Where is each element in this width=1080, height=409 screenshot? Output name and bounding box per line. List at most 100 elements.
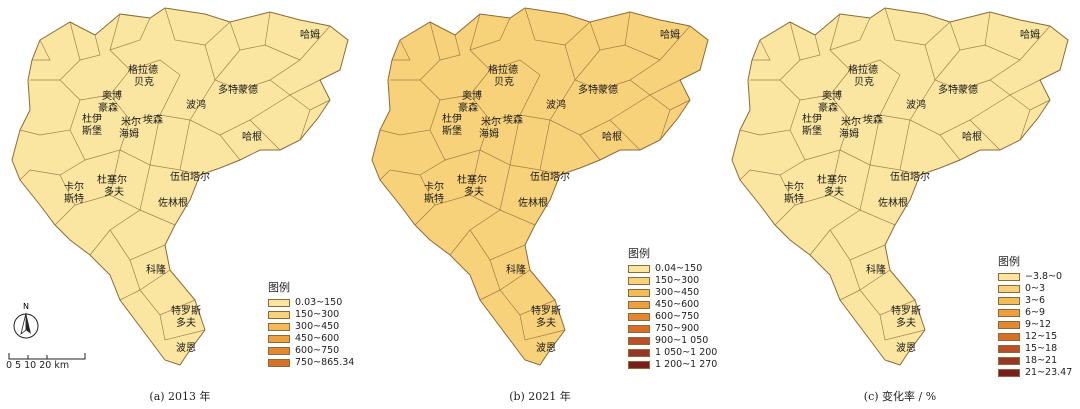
legend-item: 18~21 (998, 355, 1072, 367)
city-label: 贝克 (494, 76, 514, 88)
city-label: 格拉德 (488, 63, 518, 76)
city-label: 米尔 (841, 115, 861, 128)
city-label: 特罗斯 (891, 304, 921, 317)
city-label: 杜塞尔 (817, 173, 847, 186)
legend-item: 15~18 (998, 343, 1072, 355)
city-label: 波鸿 (906, 98, 926, 111)
city-label: 佐林根 (878, 196, 908, 209)
legend-item: 0.04~150 (628, 263, 717, 275)
heatmap-2013: 哈姆 格拉德 贝克 多特蒙德 奥博 豪森 波鸿 埃森 杜伊 斯堡 米尔 海姆 哈… (0, 0, 360, 380)
city-label: 波恩 (896, 341, 916, 354)
city-label: 卡尔 (64, 180, 84, 193)
city-label: 哈根 (962, 130, 982, 143)
legend-item: 1 050~1 200 (628, 347, 717, 359)
city-label: 卡尔 (424, 180, 444, 193)
city-label: 格拉德 (848, 63, 878, 76)
city-label: 海姆 (119, 127, 139, 140)
scale-bar: 0 5 10 20 km (6, 352, 88, 371)
city-label: 伍伯塔尔 (170, 170, 210, 183)
legend-item: 600~750 (268, 345, 354, 357)
north-arrow: N (12, 300, 40, 346)
heatmap-change-rate: 哈姆 格拉德 贝克 多特蒙德 奥博 豪森 波鸿 埃森 杜伊 斯堡 米尔 海姆 哈… (720, 0, 1080, 380)
legend-2021: 图例 0.04~150 150~300 300~450 450~600 600~… (628, 248, 717, 371)
city-label: 特罗斯 (531, 304, 561, 317)
city-label: 贝克 (854, 76, 874, 88)
city-label: 杜塞尔 (457, 173, 487, 186)
city-label: 贝克 (134, 76, 154, 88)
map-panel-2013: 哈姆 格拉德 贝克 多特蒙德 奥博 豪森 波鸿 埃森 杜伊 斯堡 米尔 海姆 哈… (0, 0, 360, 409)
city-label: 奥博 (822, 89, 842, 102)
legend-item: 9~12 (998, 319, 1072, 331)
legend-item: 900~1 050 (628, 335, 717, 347)
city-label: 杜伊 (802, 112, 822, 125)
city-label: 哈姆 (660, 28, 680, 41)
city-label: 多夫 (104, 185, 124, 198)
city-label: 豪森 (818, 101, 838, 114)
city-label: 斯特 (424, 192, 444, 205)
legend-2013: 图例 0.03~150 150~300 300~450 450~600 600~… (268, 282, 354, 369)
legend-item: 300~450 (268, 321, 354, 333)
city-label: 豪森 (98, 101, 118, 114)
legend-title: 图例 (628, 247, 650, 260)
city-label: 海姆 (839, 127, 859, 140)
legend-item: 450~600 (628, 299, 717, 311)
city-label: 杜伊 (82, 112, 102, 125)
city-label: 埃森 (143, 113, 163, 126)
city-label: 波鸿 (186, 98, 206, 111)
city-label: 斯特 (784, 192, 804, 205)
city-label: 卡尔 (784, 180, 804, 193)
city-label: 奥博 (462, 89, 482, 102)
legend-item: 600~750 (628, 311, 717, 323)
city-label: 米尔 (481, 115, 501, 128)
legend-change-rate: 图例 −3.8~0 0~3 3~6 6~9 9~12 12~15 15~18 1… (998, 256, 1072, 379)
city-label: 斯特 (64, 192, 84, 205)
city-label: 多夫 (464, 185, 484, 198)
city-label: 哈姆 (300, 28, 320, 41)
city-label: 多特蒙德 (578, 83, 618, 96)
legend-item: 1 200~1 270 (628, 359, 717, 371)
panel-caption: (b) 2021 年 (509, 390, 571, 403)
city-label: 佐林根 (158, 196, 188, 209)
scale-label: 0 5 10 20 km (6, 360, 70, 371)
city-label: 多夫 (176, 316, 196, 329)
city-label: 波恩 (536, 341, 556, 354)
city-label: 佐林根 (518, 196, 548, 209)
city-label: 波恩 (176, 341, 196, 354)
city-label: 格拉德 (128, 63, 158, 76)
heatmap-2021: 哈姆 格拉德 贝克 多特蒙德 奥博 豪森 波鸿 埃森 杜伊 斯堡 米尔 海姆 哈… (360, 0, 720, 380)
city-label: 多特蒙德 (938, 83, 978, 96)
legend-item: 150~300 (628, 275, 717, 287)
legend-item: 0~3 (998, 283, 1072, 295)
city-label: 豪森 (458, 101, 478, 114)
city-label: 哈根 (602, 130, 622, 143)
city-label: 伍伯塔尔 (530, 170, 570, 183)
city-label: 多夫 (824, 185, 844, 198)
city-label: 杜伊 (442, 112, 462, 125)
city-label: 伍伯塔尔 (890, 170, 930, 183)
legend-item: 750~900 (628, 323, 717, 335)
city-label: 科隆 (146, 263, 166, 276)
city-label: 科隆 (506, 263, 526, 276)
legend-item: 3~6 (998, 295, 1072, 307)
city-label: 哈姆 (1020, 28, 1040, 41)
city-label: 埃森 (503, 113, 523, 126)
legend-item: 750~865.34 (268, 357, 354, 369)
legend-title: 图例 (268, 281, 290, 294)
north-label: N (23, 302, 29, 311)
city-label: 杜塞尔 (97, 173, 127, 186)
panel-caption: (c) 变化率 / % (863, 390, 937, 403)
city-label: 奥博 (102, 89, 122, 102)
map-panel-2021: 哈姆 格拉德 贝克 多特蒙德 奥博 豪森 波鸿 埃森 杜伊 斯堡 米尔 海姆 哈… (360, 0, 720, 409)
city-label: 多夫 (896, 316, 916, 329)
legend-item: 150~300 (268, 309, 354, 321)
legend-item: 12~15 (998, 331, 1072, 343)
city-label: 斯堡 (802, 124, 822, 137)
city-label: 海姆 (479, 127, 499, 140)
city-label: 科隆 (866, 263, 886, 276)
city-label: 哈根 (242, 130, 262, 143)
city-label: 多夫 (536, 316, 556, 329)
map-panel-change-rate: 哈姆 格拉德 贝克 多特蒙德 奥博 豪森 波鸿 埃森 杜伊 斯堡 米尔 海姆 哈… (720, 0, 1080, 409)
city-label: 斯堡 (442, 124, 462, 137)
city-label: 埃森 (863, 113, 883, 126)
legend-item: −3.8~0 (998, 271, 1072, 283)
